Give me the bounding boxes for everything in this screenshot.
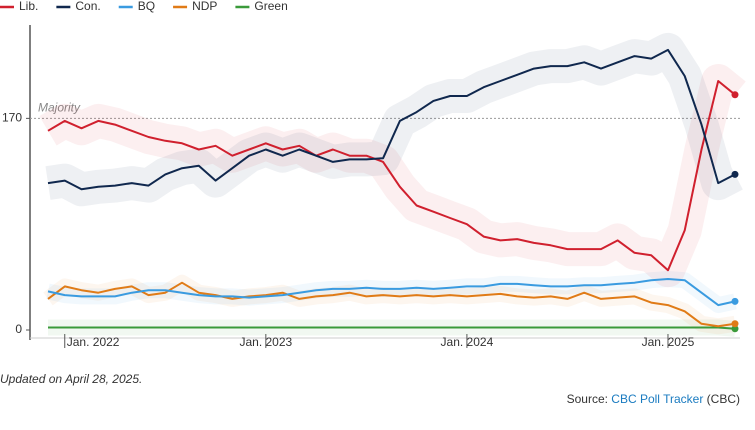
y-tick-label: 0 xyxy=(15,322,22,336)
x-tick-label: Jan. 2023 xyxy=(239,335,292,349)
source-suffix: (CBC) xyxy=(707,392,740,406)
source: Source: CBC Poll Tracker (CBC) xyxy=(567,392,740,406)
legend-label: Green xyxy=(254,0,287,13)
series-line xyxy=(47,48,736,191)
end-marker xyxy=(731,91,739,99)
end-marker xyxy=(731,170,739,178)
x-tick-label: Jan. 2022 xyxy=(67,335,120,349)
majority-label: Majority xyxy=(38,101,81,115)
series-line xyxy=(47,278,736,307)
series-line xyxy=(47,80,736,272)
end-marker xyxy=(731,297,739,305)
y-tick-label: 170 xyxy=(2,111,22,125)
series-line xyxy=(47,281,736,328)
legend-label: Lib. xyxy=(19,0,38,13)
legend-label: NDP xyxy=(192,0,217,13)
footnote: Updated on April 28, 2025. xyxy=(0,372,142,386)
source-link[interactable]: CBC Poll Tracker xyxy=(611,392,703,406)
x-tick-label: Jan. 2024 xyxy=(441,335,494,349)
uncertainty-band xyxy=(45,32,743,207)
x-tick-label: Jan. 2025 xyxy=(642,335,695,349)
source-prefix: Source: xyxy=(567,392,608,406)
legend-label: Con. xyxy=(75,0,100,13)
end-marker xyxy=(731,320,739,328)
legend-label: BQ xyxy=(138,0,155,13)
series-line xyxy=(48,326,736,330)
end-marker xyxy=(731,325,739,333)
